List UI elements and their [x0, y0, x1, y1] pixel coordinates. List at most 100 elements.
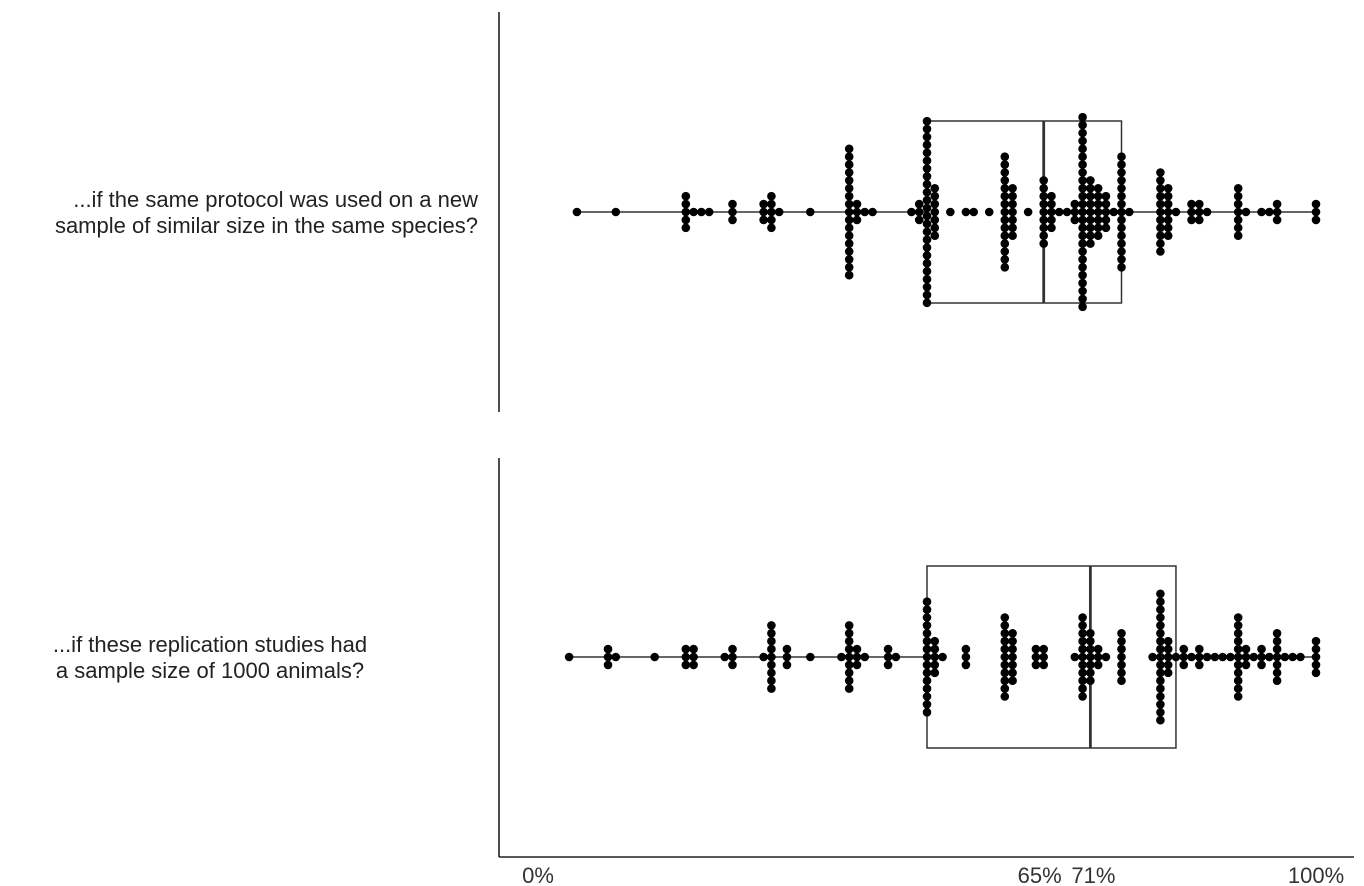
data-point: [728, 215, 737, 225]
data-point: [681, 199, 691, 209]
data-point: [1078, 255, 1087, 264]
data-point: [1241, 644, 1251, 654]
data-point: [1233, 684, 1243, 693]
data-point: [1000, 191, 1010, 201]
data-point: [922, 274, 932, 284]
data-point: [1000, 207, 1010, 217]
data-point: [1233, 629, 1243, 638]
data-point: [611, 652, 621, 662]
data-point: [922, 266, 932, 276]
data-point: [922, 668, 932, 678]
data-point: [1311, 652, 1321, 662]
data-point: [1156, 191, 1165, 201]
data-point: [1000, 684, 1010, 693]
data-point: [1272, 629, 1282, 638]
data-point: [922, 211, 932, 221]
data-point: [844, 160, 854, 169]
data-point: [767, 215, 776, 225]
data-point: [1086, 652, 1095, 662]
data-point: [1117, 199, 1126, 209]
data-point: [1078, 112, 1087, 122]
data-point: [1078, 613, 1087, 622]
data-point: [1000, 239, 1010, 248]
data-point: [922, 251, 932, 260]
data-point: [1195, 199, 1204, 209]
data-point: [1272, 644, 1282, 654]
panel-label-line-2: sample of similar size in the same speci…: [54, 213, 478, 238]
data-point: [1241, 660, 1251, 670]
data-point: [1078, 136, 1087, 146]
data-point: [844, 168, 854, 177]
data-point: [1078, 660, 1087, 670]
data-point: [922, 219, 932, 229]
data-point: [922, 629, 932, 638]
data-point: [1078, 199, 1087, 209]
data-point: [914, 199, 924, 209]
data-point: [1163, 199, 1173, 209]
data-point: [1078, 636, 1087, 646]
data-point: [1117, 239, 1126, 248]
data-point: [1117, 215, 1126, 225]
data-point: [1156, 613, 1165, 622]
data-point: [1039, 223, 1048, 233]
data-point: [1311, 636, 1321, 646]
data-point: [1226, 652, 1235, 662]
data-point: [1000, 629, 1010, 638]
data-point: [1078, 128, 1087, 138]
data-point: [767, 621, 776, 630]
data-point: [1124, 207, 1134, 217]
data-point: [1156, 199, 1165, 209]
data-point: [1101, 652, 1111, 662]
data-point: [1280, 652, 1290, 662]
data-point: [930, 231, 940, 240]
data-point: [1093, 660, 1103, 670]
data-point: [681, 215, 691, 225]
data-point: [922, 613, 932, 622]
data-point: [930, 223, 940, 233]
data-point: [1000, 215, 1010, 225]
data-point: [922, 227, 932, 237]
data-point: [1195, 652, 1204, 662]
data-point: [1000, 644, 1010, 654]
x-tick-label: 65%: [1018, 863, 1062, 886]
data-point: [1008, 636, 1017, 646]
data-point: [1272, 660, 1282, 670]
data-point: [689, 660, 698, 670]
data-point: [1117, 168, 1126, 177]
data-point: [1156, 715, 1165, 725]
data-point: [844, 629, 854, 638]
data-point: [1093, 191, 1103, 201]
data-point: [1008, 676, 1017, 685]
data-point: [1086, 223, 1095, 233]
data-point: [1156, 247, 1165, 256]
data-point: [1078, 231, 1087, 240]
data-point: [1171, 207, 1181, 217]
data-point: [1117, 247, 1126, 256]
data-point: [1039, 231, 1048, 240]
data-point: [1000, 613, 1010, 622]
panel-label-line-2: a sample size of 1000 animals?: [55, 658, 365, 683]
data-point: [922, 195, 932, 205]
data-point: [922, 652, 932, 662]
data-point: [914, 215, 924, 225]
data-point: [1078, 286, 1087, 296]
data-point: [1000, 199, 1010, 209]
data-point: [1000, 668, 1010, 678]
data-point: [1233, 207, 1243, 217]
data-point: [689, 652, 698, 662]
data-point: [1156, 605, 1165, 614]
data-point: [1086, 176, 1095, 185]
data-point: [1008, 207, 1017, 217]
data-point: [930, 644, 940, 654]
data-point: [1062, 207, 1072, 217]
data-point: [1031, 644, 1041, 654]
data-point: [852, 215, 862, 225]
data-point: [1000, 223, 1010, 233]
data-point: [603, 644, 613, 654]
data-point: [564, 652, 574, 662]
data-point: [1163, 644, 1173, 654]
panel-label-line-1: ...if these replication studies had: [52, 632, 368, 657]
data-point: [844, 684, 854, 693]
data-point: [1039, 239, 1048, 248]
data-point: [1272, 668, 1282, 678]
